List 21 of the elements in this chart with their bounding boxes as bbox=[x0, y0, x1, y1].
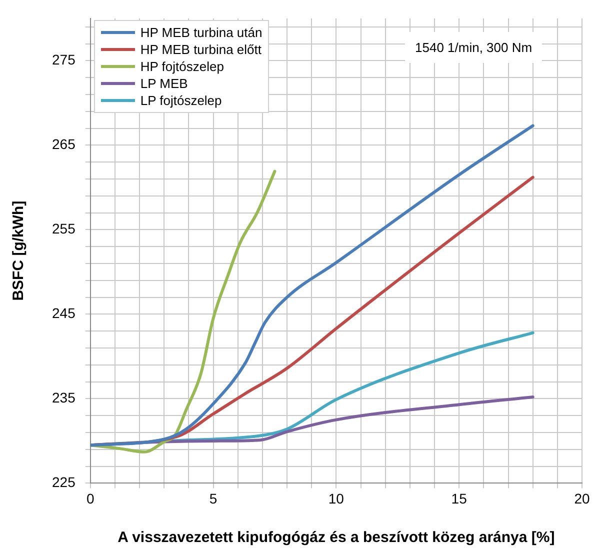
legend-label: HP MEB turbina után bbox=[140, 24, 262, 42]
x-tick-label: 0 bbox=[86, 490, 94, 506]
y-tick-label: 235 bbox=[52, 390, 76, 406]
y-axis-title: BSFC [g/kWh] bbox=[10, 200, 28, 301]
y-tick-label: 245 bbox=[52, 305, 76, 322]
y-tick-label: 255 bbox=[52, 220, 76, 237]
legend-label: LP fojtószelep bbox=[140, 92, 222, 110]
line-series bbox=[90, 170, 276, 454]
legend-label: HP MEB turbina előtt bbox=[140, 41, 262, 58]
y-tick-label: 225 bbox=[52, 474, 76, 490]
x-axis-title: A visszavezetett kipufogógáz és a beszívott közeg aránya [%] bbox=[118, 529, 555, 546]
y-tick-label: 275 bbox=[52, 52, 76, 68]
x-tick-label: 20 bbox=[574, 490, 590, 506]
line-series bbox=[90, 124, 534, 447]
x-tick-label: 15 bbox=[451, 490, 468, 506]
x-tick-label: 10 bbox=[328, 490, 344, 506]
legend-label: HP fojtószelep bbox=[140, 58, 224, 76]
annotation: 1540 1/min, 300 Nm bbox=[405, 32, 542, 64]
legend-label: LP MEB bbox=[140, 75, 188, 92]
x-tick-label: 5 bbox=[209, 490, 218, 506]
y-tick-label: 265 bbox=[52, 136, 76, 152]
